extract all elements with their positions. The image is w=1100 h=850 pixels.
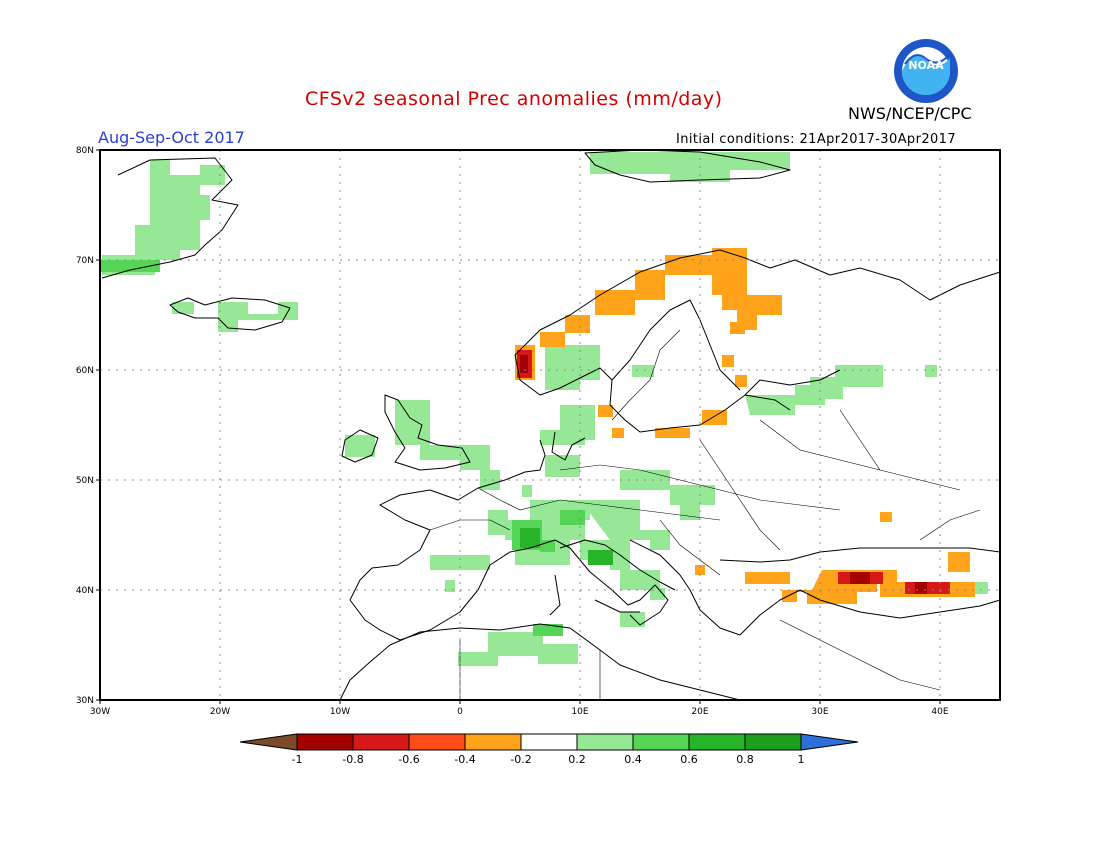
legend-arrow-low [239,733,298,751]
anomaly-svalbard [590,152,790,182]
lon-label-20w: 20W [210,707,230,717]
legend-tick-label: 0.2 [568,753,586,766]
legend-tick-label: 0.8 [736,753,754,766]
color-legend: -1 -0.8 -0.6 -0.4 -0.2 0.2 0.4 0.6 0.8 1 [239,733,859,766]
legend-tick-label: 1 [798,753,805,766]
legend-tick-label: 0.4 [624,753,642,766]
legend-bin-5 [520,733,578,751]
legend-tick-label: -1 [292,753,303,766]
country-borders [429,329,981,700]
map-title: CFSv2 seasonal Prec anomalies (mm/day) [305,88,723,110]
anomaly-france-core [520,528,540,548]
legend-tick-label: -0.4 [454,753,475,766]
anomaly-cells [100,152,988,666]
anomaly-greenland [102,160,210,275]
legend-arrow-high [800,733,859,751]
legend-bin-3 [408,733,466,751]
anomaly-north-finland [712,260,782,367]
lon-label-30e: 30E [811,707,828,717]
legend-bin-2 [352,733,410,751]
coastlines [101,149,1001,701]
anomaly-norway-coast [515,248,747,380]
anomaly-norway-core [520,355,528,373]
legend-bin-6 [576,733,634,751]
lon-label-0: 0 [457,707,463,717]
lat-label-50n: 50N [76,476,94,486]
lat-axis: 80N 70N 60N 50N 40N 30N [76,146,100,706]
noaa-logo: NOAA [894,39,958,103]
graticule [100,150,1000,700]
anomaly-british-isles [345,400,490,470]
anomaly-iceland [172,302,298,332]
lat-label-60n: 60N [76,366,94,376]
anomaly-italy [580,540,665,627]
initial-conditions-label: Initial conditions: 21Apr2017-30Apr2017 [676,132,957,147]
legend-bin-4 [464,733,522,751]
agency-label: NWS/NCEP/CPC [848,104,972,123]
legend-bin-9 [744,733,802,751]
lon-label-20e: 20E [691,707,708,717]
lon-axis: 30W 20W 10W 0 10E 20E 30E 40E [90,700,949,717]
anomaly-greenland-north [150,165,225,208]
anomaly-turkey [695,512,975,604]
anomaly-turkey-core [850,572,927,594]
legend-bin-1 [296,733,354,751]
legend-tick-label: 0.6 [680,753,698,766]
legend-tick-label: -0.2 [510,753,531,766]
anomaly-north-africa-strong [533,624,563,636]
lat-label-40n: 40N [76,586,94,596]
logo-text: NOAA [908,59,944,72]
lat-label-70n: 70N [76,256,94,266]
anomaly-russia-positive [632,365,937,415]
anomaly-north-africa [458,632,578,666]
lon-label-40e: 40E [931,707,948,717]
anomaly-greenland-strong [100,260,160,272]
lon-label-10e: 10E [571,707,588,717]
legend-bin-8 [688,733,746,751]
legend-bin-7 [632,733,690,751]
period-label: Aug-Sep-Oct 2017 [98,128,245,147]
anomaly-baltic-negative [598,375,747,438]
lon-label-10w: 10W [330,707,350,717]
lat-label-80n: 80N [76,146,94,156]
lat-label-30n: 30N [76,696,94,706]
map-frame [99,149,1001,701]
anomaly-italy-strong [588,550,613,565]
legend-tick-label: -0.8 [342,753,363,766]
lon-label-30w: 30W [90,707,110,717]
legend-tick-label: -0.6 [398,753,419,766]
anomaly-south-norway [540,345,600,477]
